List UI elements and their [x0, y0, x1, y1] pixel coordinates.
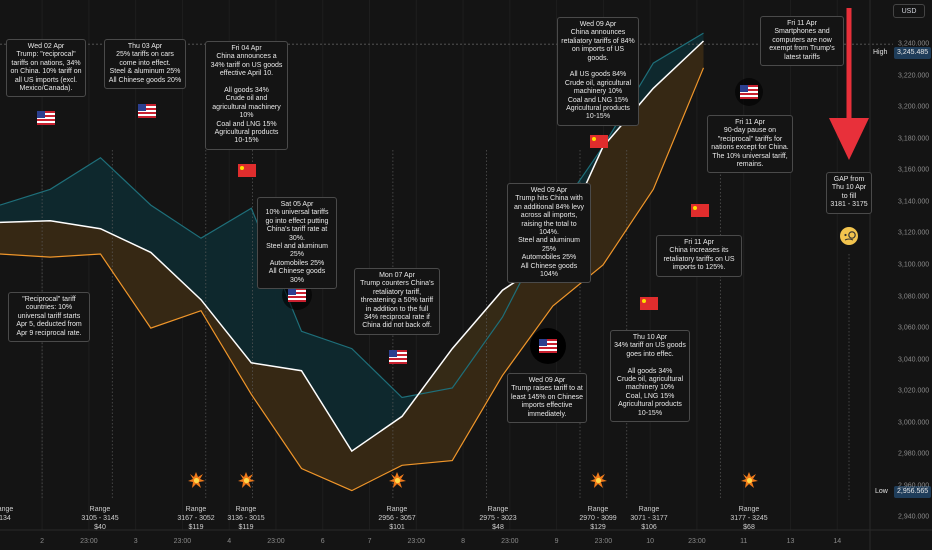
monocle-face-icon [840, 227, 858, 245]
x-tick-label: 3 [133, 538, 138, 545]
currency-button[interactable]: USD [893, 4, 925, 18]
us-flag-icon [740, 85, 758, 99]
note-fri-11-apr-pause: Fri 11 Apr 90-day pause on "reciprocal" … [707, 115, 793, 174]
low-value-tag: 2,956.565 [894, 486, 932, 498]
us-flag-icon [138, 104, 156, 118]
note-wed-02-apr: Wed 02 Apr Trump: "reciprocal" tariffs o… [6, 39, 86, 98]
china-flag-icon [238, 164, 256, 177]
note-wed-09-apr-china: Wed 09 Apr China announces retaliatory t… [557, 17, 639, 126]
note-wed-09-apr-trump-104: Wed 09 Apr Trump hits China with an addi… [507, 183, 591, 284]
range-label-1: Range 3134 [0, 506, 14, 522]
upper-band-fill [0, 33, 704, 452]
y-tick-label: 2,980.000 [898, 450, 930, 458]
china-flag-icon [640, 297, 658, 310]
x-tick-label: 13 [786, 538, 795, 545]
y-tick-label: 3,000.000 [898, 419, 930, 427]
high-value-tag: 3,245.485 [894, 47, 932, 59]
high-label: High [873, 49, 888, 56]
low-label: Low [875, 488, 888, 495]
us-flag-icon [37, 111, 55, 125]
range-label-5: Range 2956 - 3057 $101 [378, 506, 416, 531]
x-tick-label: 23:00 [267, 538, 285, 545]
range-label-8: Range 3071 - 3177 $106 [630, 506, 668, 531]
china-flag-icon [691, 204, 709, 217]
y-tick-label: 3,140.000 [898, 198, 930, 206]
y-tick-label: 3,080.000 [898, 293, 930, 301]
explosion-icon [741, 472, 758, 488]
y-tick-label: 2,940.000 [898, 513, 930, 521]
explosion-icon [389, 472, 406, 488]
us-flag-icon [288, 288, 306, 302]
x-tick-label: 7 [367, 538, 372, 545]
y-tick-label: 3,020.000 [898, 387, 930, 395]
note-fri-11-apr-exempt: Fri 11 Apr Smartphones and computers are… [760, 16, 844, 67]
x-tick-label: 11 [740, 538, 748, 545]
y-tick-label: 3,180.000 [898, 135, 930, 143]
x-tick-label: 10 [646, 538, 655, 545]
x-tick-label: 4 [227, 538, 232, 545]
x-tick-label: 23:00 [688, 538, 706, 545]
explosion-icon [590, 472, 607, 488]
note-sat-05-apr: Sat 05 Apr 10% universal tariffs go into… [257, 197, 337, 290]
y-tick-label: 3,040.000 [898, 356, 930, 364]
x-tick-label: 23:00 [501, 538, 519, 545]
x-tick-label: 9 [554, 538, 559, 545]
y-tick-label: 3,220.000 [898, 72, 930, 80]
y-tick-label: 3,240.000 [898, 40, 930, 48]
x-tick-label: 8 [461, 538, 466, 545]
explosion-icon [238, 472, 255, 488]
y-tick-label: 3,120.000 [898, 229, 930, 237]
us-flag-icon [389, 350, 407, 364]
x-tick-label: 6 [320, 538, 325, 545]
x-tick-label: 23:00 [173, 538, 192, 545]
note-mon-07-apr: Mon 07 Apr Trump counters China's retali… [354, 268, 440, 335]
range-label-6: Range 2975 - 3023 $48 [479, 506, 517, 531]
note-gap: GAP from Thu 10 Apr to fill 3181 - 3175 [826, 172, 872, 214]
note-thu-03-apr: Thu 03 Apr 25% tariffs on cars come into… [104, 39, 186, 90]
x-tick-label: 23:00 [594, 538, 613, 545]
note-fri-04-apr: Fri 04 Apr China announces a 34% tariff … [205, 41, 288, 150]
note-fri-11-apr-china-125: Fri 11 Apr China increases its retaliato… [656, 235, 742, 277]
x-tick-label: 14 [833, 538, 842, 545]
explosion-icon [188, 472, 205, 488]
x-tick-label: 2 [40, 538, 45, 545]
upper-line [0, 32, 704, 399]
range-label-2: Range 3105 - 3145 $40 [81, 506, 119, 531]
range-label-9: Range 3177 - 3245 $68 [730, 506, 768, 531]
y-tick-label: 3,100.000 [898, 261, 930, 269]
range-label-4: Range 3136 - 3015 $119 [227, 506, 265, 531]
range-label-3: Range 3167 - 3052 $119 [177, 506, 215, 531]
y-tick-label: 2,960.000 [898, 482, 930, 490]
down-arrow-icon [829, 118, 869, 160]
y-tick-label: 3,060.000 [898, 324, 930, 332]
y-tick-label: 3,200.000 [898, 103, 930, 111]
note-wed-09-apr-trump-145: Wed 09 Apr Trump raises tariff to at lea… [507, 373, 587, 424]
china-flag-icon [590, 135, 608, 148]
x-tick-label: 23:00 [407, 538, 426, 545]
range-label-7: Range 2970 - 3099 $129 [579, 506, 617, 531]
x-tick-label: 23:00 [80, 538, 98, 545]
note-thu-10-apr: Thu 10 Apr 34% tariff on US goods goes i… [610, 330, 690, 423]
note-reciprocal-countries: "Reciprocal" tariff countries: 10% unive… [8, 292, 90, 343]
us-flag-icon [539, 339, 557, 353]
y-tick-label: 3,160.000 [898, 166, 930, 174]
